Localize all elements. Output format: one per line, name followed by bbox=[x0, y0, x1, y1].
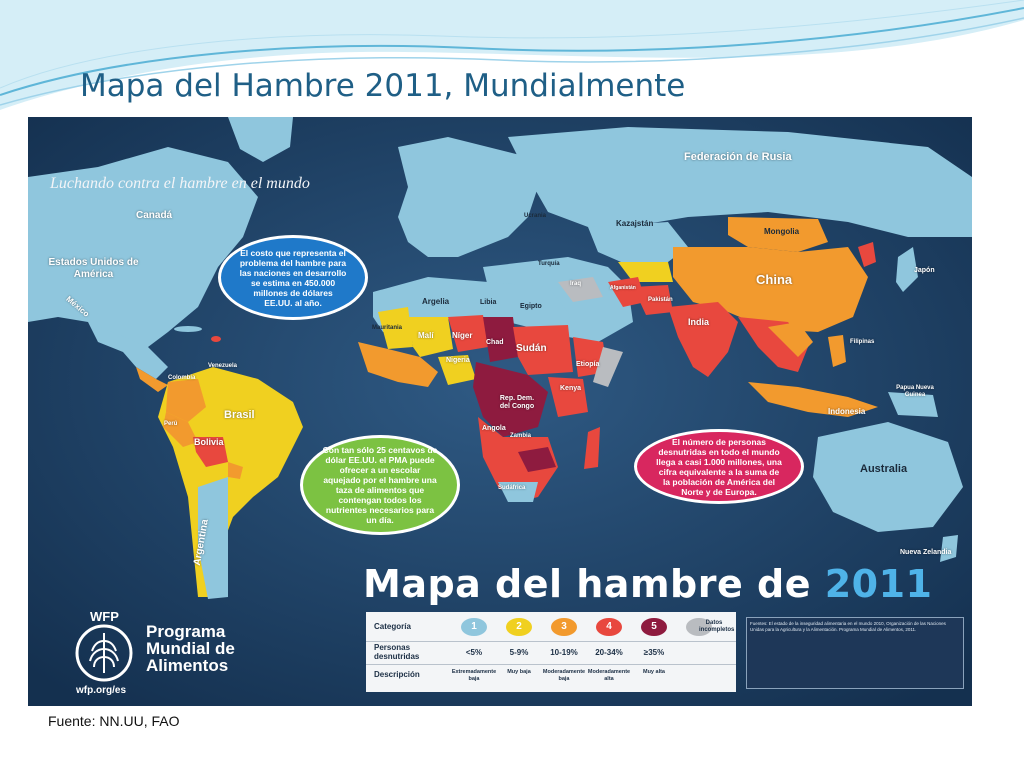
label-argelia: Argelia bbox=[422, 297, 450, 306]
legend-category-value: 10-19% bbox=[550, 648, 578, 657]
label-libia: Libia bbox=[480, 299, 497, 306]
legend-category-value: ≥35% bbox=[643, 648, 665, 657]
label-congo-text: Rep. Dem. del Congo bbox=[499, 395, 535, 410]
bubble-cost: El costo que representa el problema del … bbox=[218, 235, 368, 320]
legend-category-description: Moderadamente baja bbox=[542, 669, 586, 682]
legend-category-circle bbox=[686, 618, 712, 636]
legend-category-value: 5-9% bbox=[509, 648, 529, 657]
wfp-name-line1: Programa bbox=[146, 622, 226, 641]
label-mongolia: Mongolia bbox=[764, 227, 800, 236]
label-brasil: Brasil bbox=[224, 409, 255, 421]
legend-category-description: Muy alta bbox=[642, 669, 665, 675]
label-ucrania: Ucrania bbox=[524, 213, 547, 219]
label-rusia: Federación de Rusia bbox=[684, 151, 792, 163]
map-big-title-year: 2011 bbox=[824, 562, 933, 606]
slide-title: Mapa del Hambre 2011, Mundialmente bbox=[80, 68, 686, 104]
wfp-abbr: WFP bbox=[90, 609, 119, 624]
label-bolivia: Bolivia bbox=[194, 437, 224, 447]
legend-category-circle: 1 bbox=[461, 618, 487, 636]
label-canada: Canadá bbox=[136, 210, 173, 221]
legend-category-description: Muy baja bbox=[507, 669, 531, 675]
label-mali: Malí bbox=[418, 331, 434, 340]
label-venezuela: Venezuela bbox=[208, 363, 238, 369]
legend-category-description: Extremadamente baja bbox=[451, 669, 497, 682]
legend-divider bbox=[366, 664, 736, 665]
label-niger: Níger bbox=[452, 331, 473, 340]
label-pakistan: Pakistán bbox=[648, 297, 673, 303]
label-zambia: Zambia bbox=[510, 433, 532, 439]
label-papua-text: Papua Nueva Guinea bbox=[896, 385, 934, 398]
world-map-graphic bbox=[28, 117, 972, 706]
bubble-undernourished: El número de personas desnutridas en tod… bbox=[634, 429, 804, 504]
label-australia: Australia bbox=[860, 463, 908, 475]
label-sudan: Sudán bbox=[516, 343, 547, 354]
legend-category-description: Moderadamente alta bbox=[587, 669, 631, 682]
label-iraq: Iraq bbox=[570, 281, 582, 287]
label-india: India bbox=[688, 317, 710, 327]
wfp-name-line3: Alimentos bbox=[146, 656, 229, 675]
label-indonesia: Indonesia bbox=[828, 407, 866, 416]
label-angola: Angola bbox=[482, 425, 506, 432]
label-colombia: Colombia bbox=[168, 375, 196, 381]
label-japon: Japón bbox=[914, 267, 935, 274]
label-china: China bbox=[756, 272, 793, 287]
legend-row-label-category: Categoría bbox=[374, 622, 411, 631]
legend-category-circle: 4 bbox=[596, 618, 622, 636]
label-sudafrica: Sudáfrica bbox=[498, 485, 526, 491]
bubble-school-meal: Con tan sólo 25 centavos de dólar EE.UU.… bbox=[300, 435, 460, 535]
label-filipinas: Filipinas bbox=[850, 339, 875, 345]
label-eeuu: Estados Unidos de América bbox=[46, 257, 141, 281]
label-kenya: Kenya bbox=[560, 385, 582, 392]
label-nz: Nueva Zelandia bbox=[900, 549, 952, 556]
legend-row-label-people: Personas desnutridas bbox=[374, 643, 420, 661]
label-papua: Papua Nueva Guinea bbox=[890, 385, 940, 399]
wheat-wreath-icon bbox=[75, 624, 133, 682]
label-chad: Chad bbox=[486, 339, 504, 346]
wfp-name-line2: Mundial de bbox=[146, 639, 235, 658]
legend-category-value: <5% bbox=[465, 648, 483, 657]
legend-category-circle: 3 bbox=[551, 618, 577, 636]
slide-footer-source: Fuente: NN.UU, FAO bbox=[48, 713, 180, 729]
label-kazajstan: Kazajstán bbox=[616, 219, 654, 228]
legend-category-circle: 2 bbox=[506, 618, 532, 636]
label-etiopia: Etiopía bbox=[576, 361, 600, 368]
label-eeuu-text: Estados Unidos de América bbox=[48, 257, 139, 280]
wfp-name: Programa Mundial de Alimentos bbox=[146, 623, 235, 674]
label-congo: Rep. Dem. del Congo bbox=[494, 395, 540, 411]
hunger-map: Luchando contra el hambre en el mundo Fe… bbox=[28, 117, 972, 706]
label-nigeria: Nigeria bbox=[446, 357, 470, 364]
label-peru: Perú bbox=[164, 421, 178, 427]
legend-table: Categoría Personas desnutridas Descripci… bbox=[366, 612, 736, 692]
label-afganistan: Afganistán bbox=[610, 285, 636, 291]
legend-category-circle: 5 bbox=[641, 618, 667, 636]
legend-row-label-desc: Descripción bbox=[374, 670, 420, 679]
sources-note: Fuentes: El estado de la inseguridad ali… bbox=[746, 617, 964, 689]
legend-category-value: 20-34% bbox=[595, 648, 623, 657]
map-big-title-text: Mapa del hambre de bbox=[363, 562, 825, 606]
label-turquia: Turquía bbox=[538, 261, 560, 267]
label-mauritania: Mauritania bbox=[372, 325, 403, 331]
map-banner: Luchando contra el hambre en el mundo bbox=[50, 175, 310, 192]
header-wave-decoration bbox=[0, 0, 1024, 110]
label-egipto: Egipto bbox=[520, 303, 542, 310]
legend-divider bbox=[366, 641, 736, 642]
map-big-title: Mapa del hambre de 2011 bbox=[363, 562, 932, 606]
legend-category-value: Datos incompletos bbox=[699, 620, 735, 633]
wfp-url[interactable]: wfp.org/es bbox=[76, 685, 127, 696]
